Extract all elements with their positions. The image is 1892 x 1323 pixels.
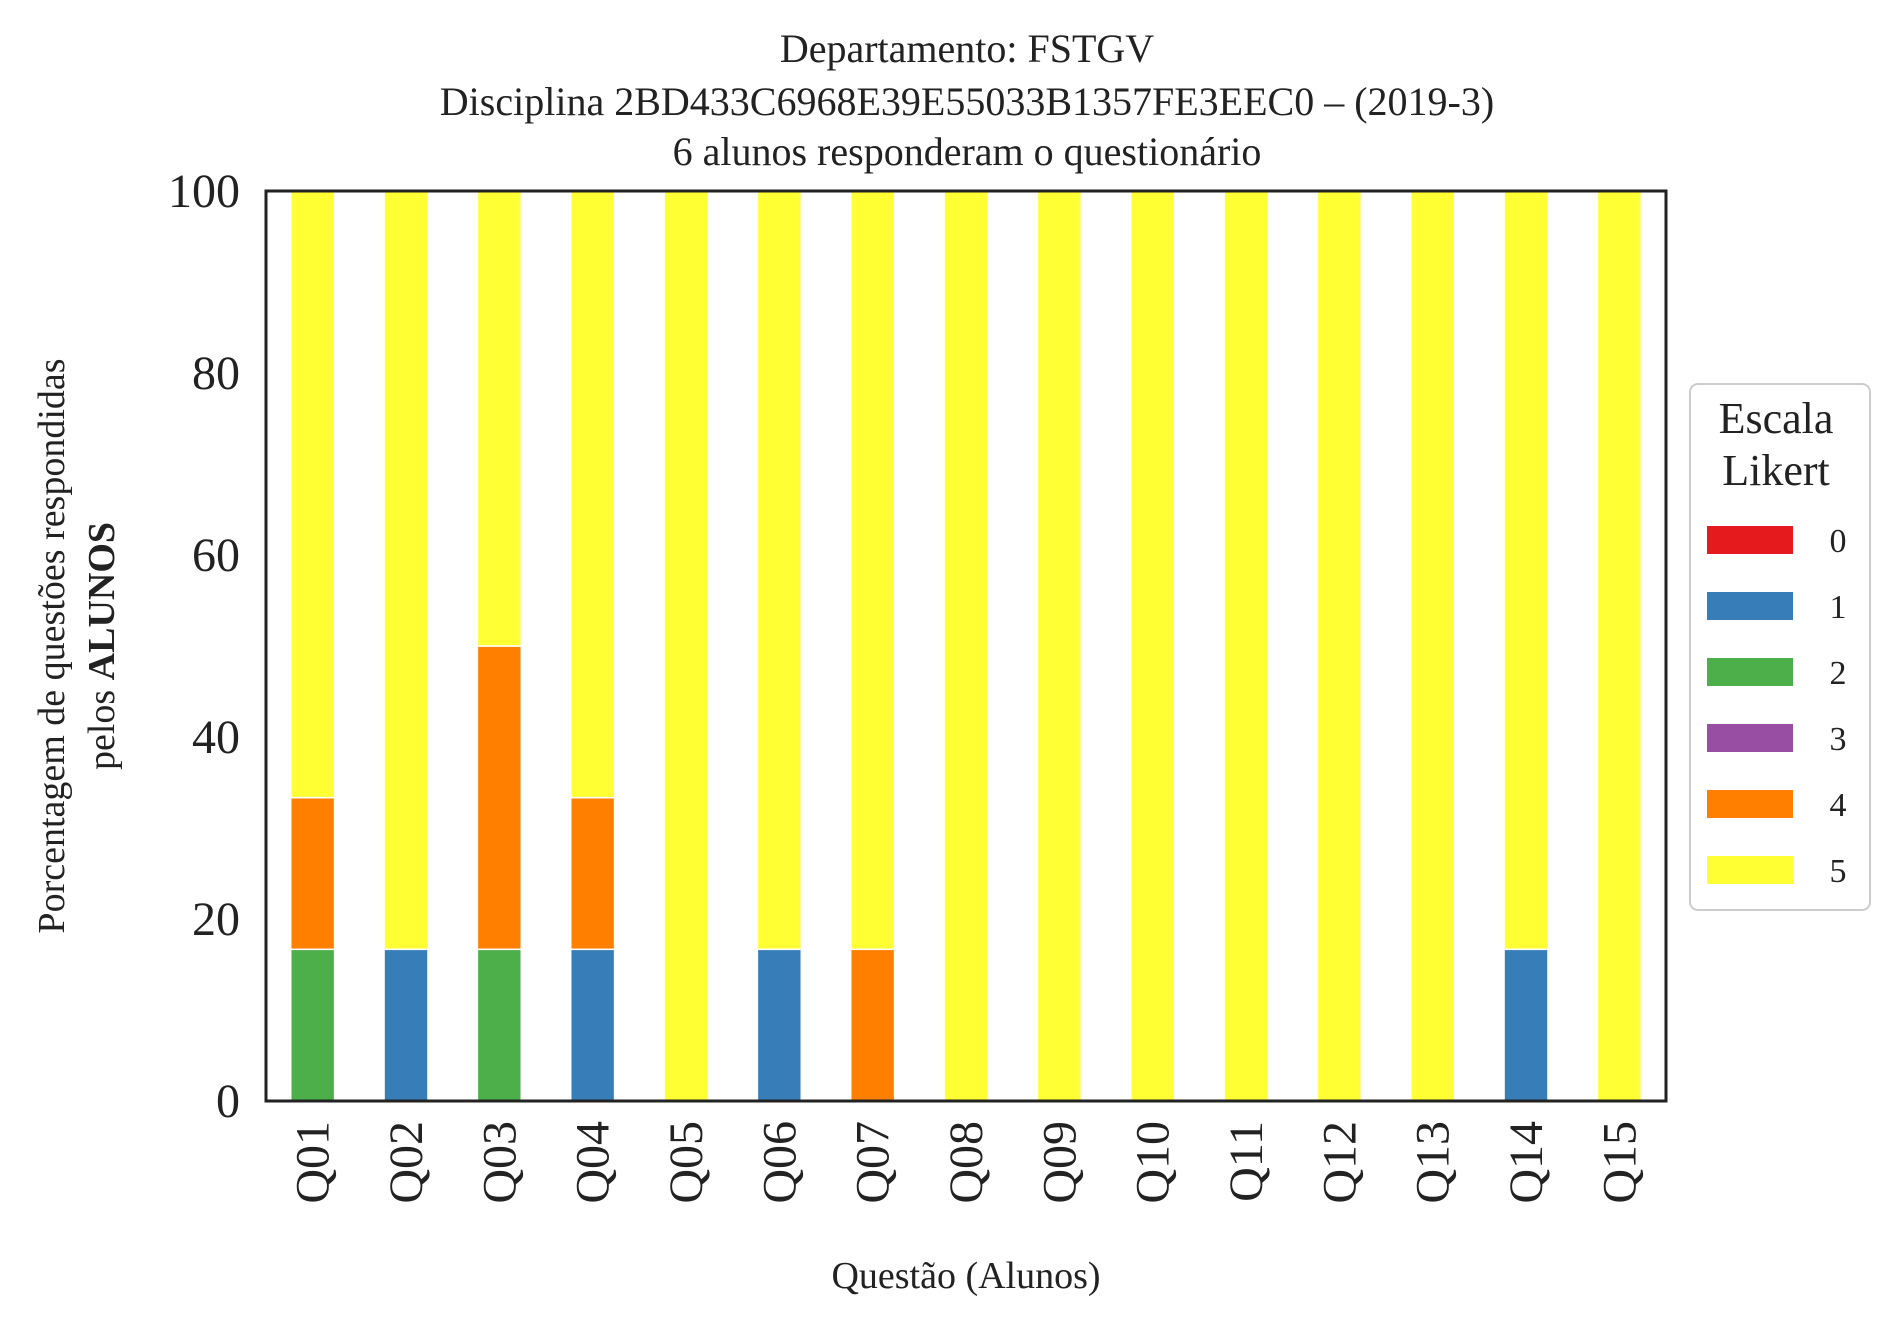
bar-Q05-likert-5 (663, 190, 709, 1102)
y-tick-label-0: 0 (216, 1075, 240, 1128)
y-axis-label-line-2: pelos ALUNOS (81, 522, 123, 770)
chart-title: Departamento: FSTGV Disciplina 2BD433C69… (440, 26, 1494, 174)
bar-Q03-likert-2 (476, 948, 523, 1102)
legend-frame (1689, 383, 1871, 911)
x-tick-label-Q03: Q03 (473, 1121, 526, 1204)
x-tick-label-Q04: Q04 (567, 1121, 620, 1204)
x-tick-label-Q08: Q08 (940, 1121, 993, 1204)
bar-Q01-likert-5 (289, 190, 336, 799)
chart-title-line-2: Disciplina 2BD433C6968E39E55033B1357FE3E… (440, 79, 1494, 124)
x-tick-label-Q06: Q06 (753, 1121, 806, 1204)
bar-Q14-likert-5 (1503, 190, 1549, 951)
bar-Q04-likert-1 (569, 948, 616, 1102)
legend: Escala Likert 0 1 2 3 4 5 (1689, 383, 1871, 911)
bar-Q06-likert-5 (756, 190, 803, 951)
y-axis-label: Porcentagem de questões respondidas pelo… (31, 358, 123, 933)
y-tick-label-40: 40 (192, 711, 240, 764)
x-tick-label-Q11: Q11 (1220, 1121, 1273, 1202)
bar-Q01-likert-2 (289, 948, 336, 1102)
plot-frame (264, 189, 1668, 1103)
legend-title-line-1: Escala (1719, 394, 1834, 443)
y-tick-label-20: 20 (192, 893, 240, 946)
x-axis-ticks: Q01 Q02 Q03 Q04 Q05 Q06 Q07 Q08 Q09 Q10 Q11 Q12 Q13 Q… (287, 1121, 1647, 1204)
x-tick-label-Q02: Q02 (380, 1121, 433, 1204)
y-tick-label-60: 60 (192, 529, 240, 582)
legend-label-5: 5 (1830, 853, 1847, 890)
legend-label-4: 4 (1830, 787, 1847, 824)
bar-Q15-likert-5 (1596, 190, 1643, 1102)
x-tick-label-Q15: Q15 (1593, 1121, 1646, 1204)
legend-label-2: 2 (1830, 655, 1847, 692)
bar-Q03-likert-4 (476, 645, 523, 951)
y-axis-label-bold: ALUNOS (81, 522, 123, 680)
bar-Q02-likert-1 (383, 948, 429, 1102)
y-tick-label-80: 80 (192, 347, 240, 400)
bars-layer (289, 190, 1643, 1102)
bar-Q11-likert-5 (1223, 190, 1269, 1102)
x-tick-label-Q14: Q14 (1500, 1121, 1553, 1204)
bar-Q10-likert-5 (1129, 190, 1176, 1102)
legend-swatch-0 (1707, 526, 1793, 554)
x-tick-label-Q01: Q01 (287, 1121, 340, 1204)
x-tick-label-Q05: Q05 (660, 1121, 713, 1204)
legend-swatch-1 (1707, 592, 1793, 620)
chart-title-line-3: 6 alunos responderam o questionário (673, 129, 1262, 174)
x-tick-label-Q10: Q10 (1127, 1121, 1180, 1204)
legend-swatch-5 (1707, 856, 1793, 884)
bar-Q07-likert-5 (849, 190, 896, 951)
bar-Q13-likert-5 (1409, 190, 1456, 1102)
bar-Q09-likert-5 (1036, 190, 1083, 1102)
x-tick-label-Q09: Q09 (1033, 1121, 1086, 1204)
y-axis-label-prefix: pelos (81, 680, 123, 770)
legend-label-0: 0 (1830, 523, 1847, 560)
legend-label-1: 1 (1830, 589, 1847, 626)
y-axis-label-line-1: Porcentagem de questões respondidas (31, 358, 73, 933)
x-tick-label-Q07: Q07 (847, 1121, 900, 1204)
bar-Q08-likert-5 (943, 190, 989, 1102)
bar-Q04-likert-5 (569, 190, 616, 799)
legend-swatch-2 (1707, 658, 1793, 686)
legend-swatch-3 (1707, 724, 1793, 752)
bar-Q01-likert-4 (289, 796, 336, 951)
bar-Q07-likert-4 (849, 948, 896, 1102)
bar-Q14-likert-1 (1503, 948, 1549, 1102)
legend-swatch-4 (1707, 790, 1793, 818)
y-axis-ticks: 0 20 40 60 80 100 (168, 165, 240, 1128)
x-tick-label-Q12: Q12 (1313, 1121, 1366, 1204)
bar-Q02-likert-5 (383, 190, 429, 951)
legend-title-line-2: Likert (1722, 446, 1830, 495)
x-axis-label: Questão (Alunos) (831, 1255, 1100, 1297)
legend-label-3: 3 (1830, 721, 1847, 758)
x-tick-label-Q13: Q13 (1407, 1121, 1460, 1204)
chart-title-line-1: Departamento: FSTGV (780, 26, 1154, 71)
bar-Q06-likert-1 (756, 948, 803, 1102)
bar-Q03-likert-5 (476, 190, 523, 647)
y-tick-label-100: 100 (168, 165, 240, 218)
bar-Q04-likert-4 (569, 796, 616, 951)
legend-items: 0 1 2 3 4 5 (1707, 523, 1847, 890)
bar-Q12-likert-5 (1316, 190, 1363, 1102)
